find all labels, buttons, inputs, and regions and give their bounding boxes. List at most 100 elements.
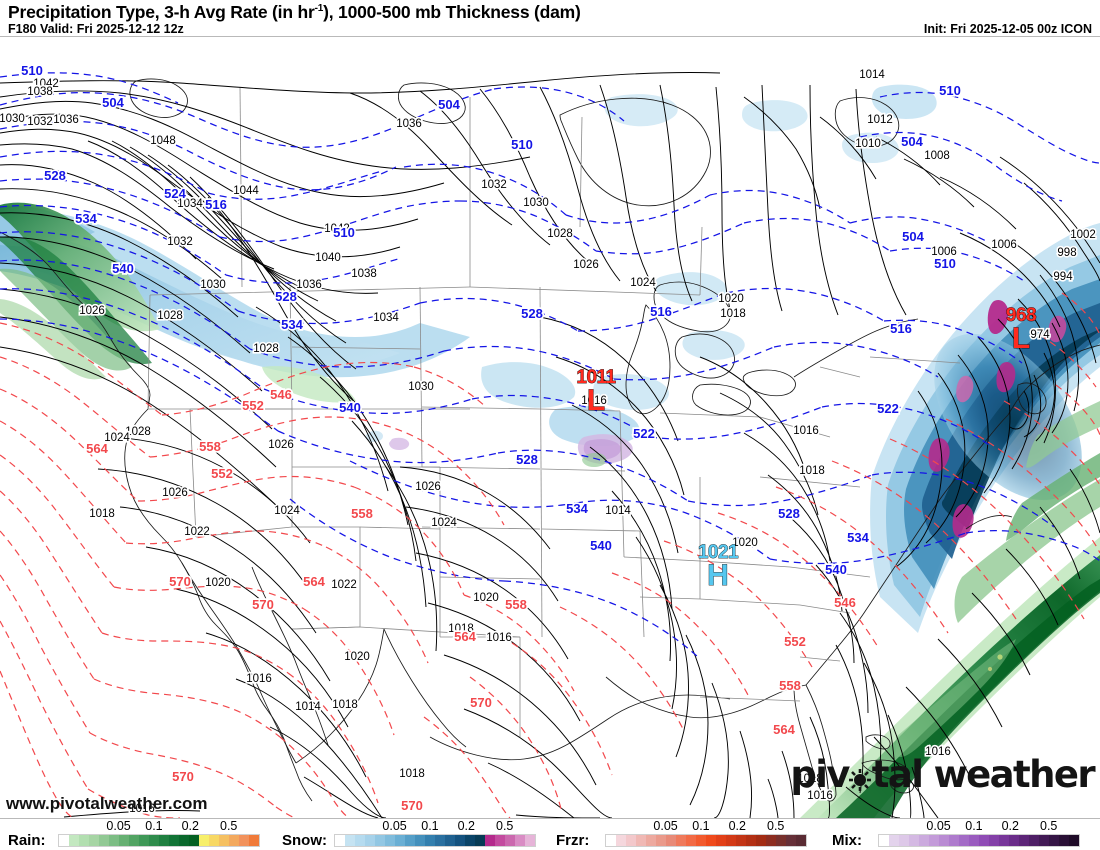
rain-band-atlantic-outer [800, 537, 1100, 818]
contour-label: 510 [21, 63, 43, 78]
border-ia-mn [539, 408, 621, 412]
contour-label: 1022 [184, 526, 210, 538]
legend-swatch [776, 835, 786, 846]
legend-swatch [179, 835, 189, 846]
legend-swatch [1059, 835, 1069, 846]
legend-group-mix: Mix: 0.05 0.1 0.2 0.5 [832, 819, 1084, 850]
legend-swatch [515, 835, 525, 846]
border-nm-co [359, 526, 441, 530]
contour-label: 1018 [399, 768, 425, 780]
contour-label: 1044 [233, 185, 259, 197]
legend-label-snow: Snow: [282, 832, 327, 849]
contour-label: 1006 [931, 246, 957, 258]
legend-swatch [1069, 835, 1079, 846]
title-exponent: -1 [314, 3, 324, 15]
border-wy-north [291, 346, 421, 350]
contour-label: 1028 [157, 310, 183, 322]
legend-colorbar-snow[interactable] [334, 834, 536, 847]
forecast-map-canvas[interactable]: 1042 1038 1030 1032 1036 1048 1044 1034 1032 1042… [0, 37, 1100, 818]
contour-label: 510 [333, 225, 355, 240]
legend-swatch [199, 835, 209, 846]
rain-patch-maritime [1026, 401, 1100, 468]
contour-label: 570 [252, 597, 274, 612]
legend-swatch [736, 835, 746, 846]
legend-swatch [606, 835, 616, 846]
contour-label: 534 [75, 211, 97, 226]
legend-swatch [425, 835, 435, 846]
legend-swatch [249, 835, 259, 846]
legend-swatch [355, 835, 365, 846]
contour-label: 1026 [415, 481, 441, 493]
legend-swatch [636, 835, 646, 846]
contour-label: 1032 [167, 236, 193, 248]
contour-label: 1028 [125, 426, 151, 438]
contour-label: 522 [877, 401, 899, 416]
contour-label: 1042 [33, 78, 59, 90]
thickness-contours-cold [0, 72, 1100, 658]
brand-watermark: piv tal weather [790, 753, 1095, 796]
contour-label: 540 [112, 261, 134, 276]
contour-label: 1024 [431, 517, 457, 529]
legend-swatch [939, 835, 949, 846]
lake-michigan [625, 304, 671, 415]
contour-label: 1010 [855, 138, 881, 150]
legend-swatch [485, 835, 495, 846]
legend-swatch [89, 835, 99, 846]
contour-label: 564 [454, 629, 476, 644]
snow-max-northeast [941, 329, 1100, 529]
island-bahamas-1 [865, 734, 891, 750]
contour-label: 1016 [129, 803, 155, 815]
contour-label: 974 [1030, 329, 1050, 341]
contour-label: 1034 [373, 312, 399, 324]
snow-patch-hudson-bay [604, 94, 678, 127]
snow-patch-ontario [654, 272, 727, 306]
contour-label: 1030 [200, 279, 226, 291]
contour-label: 558 [351, 506, 373, 521]
contour-label: 1016 [925, 746, 951, 758]
legend-swatch [335, 835, 345, 846]
border-idaho-montana [289, 286, 293, 410]
contour-label: 510 [939, 83, 961, 98]
contour-label: 558 [505, 597, 527, 612]
contour-label: 540 [825, 562, 847, 577]
border-49th-parallel [147, 286, 471, 410]
legend-tick-label: 0.1 [145, 819, 163, 833]
snow-heavy-streak-2 [1048, 315, 1067, 343]
coastline-maritimes [1007, 344, 1100, 416]
site-url-watermark: www.pivotalweather.com [6, 794, 208, 813]
legend-colorbar-mix[interactable] [878, 834, 1080, 847]
lake-huron [674, 333, 735, 379]
snow-patch-ungava [872, 84, 937, 119]
contour-label: 528 [275, 289, 297, 304]
legend-swatch [139, 835, 149, 846]
contour-label: 1018 [720, 308, 746, 320]
contour-label: 1038 [351, 268, 377, 280]
legend-swatch [686, 835, 696, 846]
contour-label: 1020 [205, 577, 231, 589]
legend-tick-label: 0.2 [181, 819, 199, 833]
contour-label: 1036 [53, 114, 79, 126]
contour-label: 998 [1057, 247, 1076, 259]
contour-label: 1024 [630, 277, 656, 289]
legend-swatch [756, 835, 766, 846]
legend-swatch [626, 835, 636, 846]
legend-colorbar-frzr[interactable] [605, 834, 807, 847]
legend-swatch [766, 835, 776, 846]
legend-swatch [395, 835, 405, 846]
legend-swatch [726, 835, 736, 846]
border-ia-mo [541, 468, 626, 472]
island-bahamas-2 [889, 778, 914, 794]
legend-swatch [656, 835, 666, 846]
rain-core-coastal-bc [0, 236, 152, 365]
legend-swatch [889, 835, 899, 846]
legend-swatch [239, 835, 249, 846]
legend-colorbar-rain[interactable] [58, 834, 260, 847]
border-pa-md [759, 476, 861, 488]
legend-swatch [129, 835, 139, 846]
contour-label: 1020 [732, 537, 758, 549]
legend-tick-label: 0.1 [692, 819, 710, 833]
border-mb-nu [579, 116, 583, 228]
valid-time-label: F180 Valid: Fri 2025-12-12 12z [8, 22, 184, 36]
